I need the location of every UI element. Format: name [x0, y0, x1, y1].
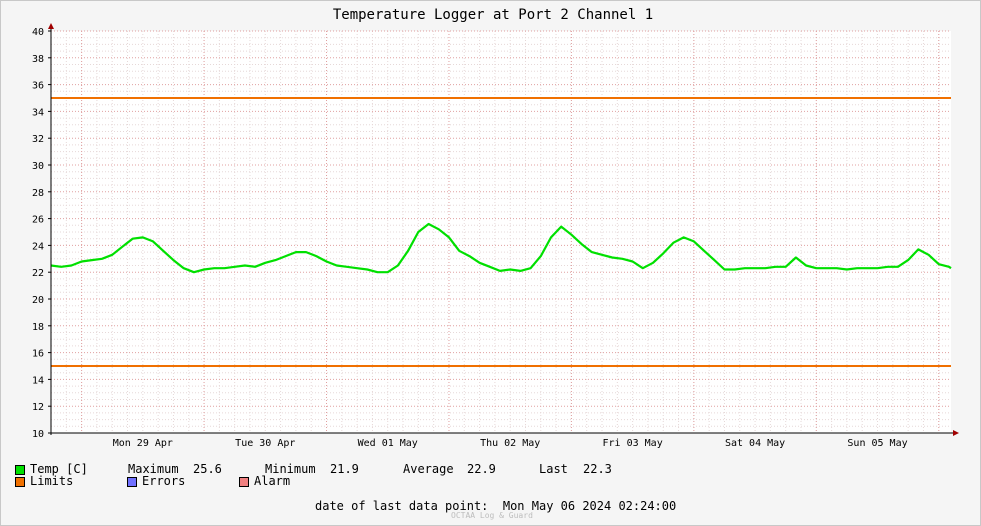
y-tick-label: 18: [32, 322, 44, 333]
stat-minimum-label: Minimum: [265, 462, 316, 476]
legend-label-limits: Limits: [30, 474, 74, 488]
y-tick-label: 14: [32, 375, 44, 386]
y-tick-label: 20: [32, 295, 44, 306]
y-axis-arrow: [48, 23, 54, 29]
y-tick-label: 30: [32, 161, 44, 172]
y-tick-label: 32: [32, 134, 44, 145]
watermark: OCTAA Log & Guard: [451, 511, 533, 520]
legend-swatch-alarm: [239, 477, 249, 487]
stat-last-label: Last: [539, 462, 568, 476]
x-tick-label: Fri 03 May: [603, 438, 663, 449]
y-tick-label: 12: [32, 402, 44, 413]
legend-label-alarm: Alarm: [254, 474, 291, 488]
stat-maximum-value: 25.6: [193, 462, 222, 476]
stat-average-label: Average: [403, 462, 454, 476]
legend-swatch-errors: [127, 477, 137, 487]
stat-last-value: 22.3: [583, 462, 612, 476]
x-tick-label: Mon 29 Apr: [113, 438, 173, 449]
y-tick-label: 40: [32, 27, 44, 38]
last-data-point-label: date of last data point:: [315, 499, 489, 513]
x-tick-label: Sun 05 May: [847, 438, 907, 449]
last-data-point-line: date of last data point: Mon May 06 2024…: [315, 499, 676, 513]
last-data-point-value: Mon May 06 2024 02:24:00: [502, 499, 677, 513]
legend-label-errors: Errors: [142, 474, 186, 488]
legend-swatch-limits: [15, 477, 25, 487]
y-tick-label: 34: [32, 107, 44, 118]
y-tick-label: 28: [32, 188, 44, 199]
x-axis-arrow: [953, 430, 959, 436]
series-line-temp: [50, 222, 952, 274]
y-tick-label: 24: [32, 241, 44, 252]
stat-minimum-value: 21.9: [330, 462, 359, 476]
y-tick-label: 16: [32, 349, 44, 360]
y-tick-label: 22: [32, 268, 44, 279]
y-tick-label: 36: [32, 81, 44, 92]
y-tick-label: 26: [32, 215, 44, 226]
legend-swatch-temp: [15, 465, 25, 475]
x-tick-label: Tue 30 Apr: [235, 438, 295, 449]
chart-title: Temperature Logger at Port 2 Channel 1: [333, 7, 653, 23]
y-tick-label: 38: [32, 54, 44, 65]
legend-label-temp: Temp [C]: [30, 462, 88, 476]
stat-average-value: 22.9: [467, 462, 496, 476]
x-tick-label: Wed 01 May: [358, 438, 418, 449]
x-tick-label: Thu 02 May: [480, 438, 540, 449]
x-tick-label: Sat 04 May: [725, 438, 785, 449]
y-tick-label: 10: [32, 429, 44, 440]
stat-maximum-label: Maximum: [128, 462, 179, 476]
